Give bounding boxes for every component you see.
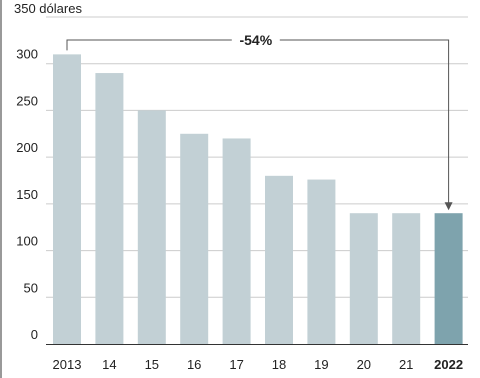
y-tick-label: 0: [31, 327, 38, 342]
bar: [95, 73, 124, 345]
bar: [307, 179, 336, 344]
bar: [349, 213, 378, 344]
bar: [180, 133, 209, 344]
annotation-label: -54%: [239, 32, 272, 48]
y-tick-label: 250: [16, 93, 38, 108]
y-tick-label: 50: [24, 280, 38, 295]
x-tick-label: 14: [102, 357, 116, 372]
change-annotation: -54%: [66, 31, 453, 211]
bar: [222, 138, 251, 344]
y-tick-label: 100: [16, 234, 38, 249]
y-tick-label: 300: [16, 47, 38, 62]
x-tick-label: 15: [145, 357, 159, 372]
x-tick-label: 20: [357, 357, 371, 372]
x-tick-label: 18: [272, 357, 286, 372]
y-axis-unit-label: 350 dólares: [14, 1, 82, 16]
bar: [137, 110, 166, 344]
y-tick-label: 150: [16, 187, 38, 202]
x-tick-label: 17: [229, 357, 243, 372]
bar: [265, 175, 293, 344]
bars: [53, 54, 463, 345]
annotation-arrowhead: [444, 202, 453, 211]
bar: [434, 213, 463, 344]
bar: [392, 213, 421, 344]
annotation-bracket: [66, 39, 450, 204]
x-tick-label: 2022: [434, 357, 463, 372]
annotation-label-background: [231, 31, 280, 49]
x-tick-label: 2013: [53, 357, 82, 372]
x-axis-tick-labels: 2013 14 15 16 17 18 19 20 21 2022: [53, 357, 464, 372]
x-tick-label: 21: [399, 357, 413, 372]
bar: [53, 54, 81, 344]
x-tick-label: 16: [187, 357, 201, 372]
y-axis-tick-labels: 0 50 100 150 200 250 300: [16, 47, 38, 342]
x-tick-label: 19: [314, 357, 328, 372]
y-tick-label: 200: [16, 140, 38, 155]
